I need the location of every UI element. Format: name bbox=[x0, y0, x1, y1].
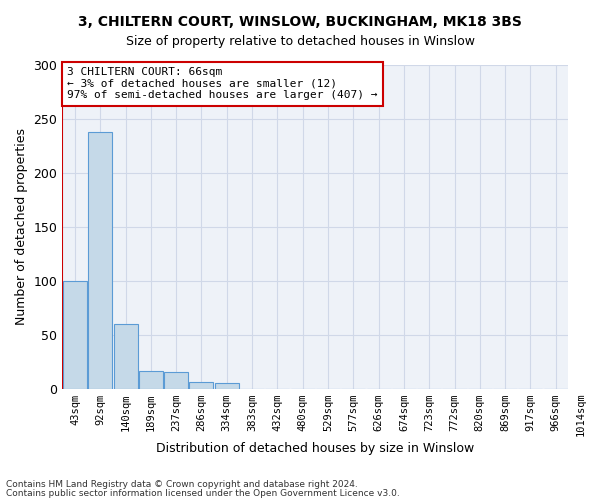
X-axis label: Distribution of detached houses by size in Winslow: Distribution of detached houses by size … bbox=[156, 442, 475, 455]
Text: 3, CHILTERN COURT, WINSLOW, BUCKINGHAM, MK18 3BS: 3, CHILTERN COURT, WINSLOW, BUCKINGHAM, … bbox=[78, 15, 522, 29]
Bar bbox=[88, 132, 112, 388]
Text: Contains public sector information licensed under the Open Government Licence v3: Contains public sector information licen… bbox=[6, 488, 400, 498]
Text: 1014sqm: 1014sqm bbox=[576, 392, 586, 436]
Text: Size of property relative to detached houses in Winslow: Size of property relative to detached ho… bbox=[125, 35, 475, 48]
Bar bbox=[190, 382, 214, 388]
Bar bbox=[139, 372, 163, 388]
Text: 3 CHILTERN COURT: 66sqm
← 3% of detached houses are smaller (12)
97% of semi-det: 3 CHILTERN COURT: 66sqm ← 3% of detached… bbox=[67, 67, 378, 100]
Bar bbox=[215, 383, 239, 388]
Y-axis label: Number of detached properties: Number of detached properties bbox=[15, 128, 28, 326]
Bar bbox=[63, 280, 87, 388]
Bar bbox=[164, 372, 188, 388]
Bar bbox=[113, 324, 137, 388]
Text: Contains HM Land Registry data © Crown copyright and database right 2024.: Contains HM Land Registry data © Crown c… bbox=[6, 480, 358, 489]
